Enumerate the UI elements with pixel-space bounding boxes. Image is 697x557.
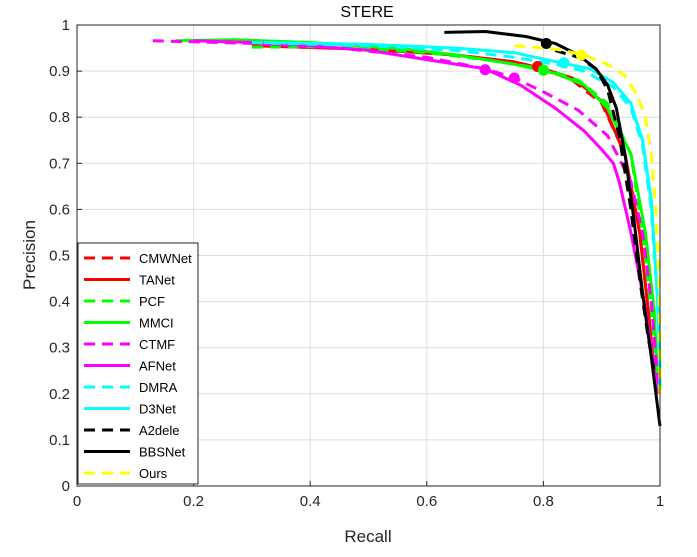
legend-label-tanet: TANet: [139, 273, 175, 288]
legend: CMWNet TANet PCF MMCI CTMF AFNet DMRA D3Net A2de…: [77, 242, 199, 485]
legend-label-afnet: AFNet: [139, 359, 176, 374]
y-tick-label: 0.1: [49, 432, 70, 449]
y-tick-label: 0.7: [49, 155, 70, 172]
legend-label-d3net: D3Net: [139, 402, 176, 417]
x-axis-title: Recall: [344, 527, 391, 546]
chart-title: STERE: [340, 4, 393, 21]
legend-label-bbsnet: BBSNet: [139, 445, 186, 460]
y-tick-label: 0.3: [49, 340, 70, 357]
legend-label-cmwnet: CMWNet: [139, 251, 192, 266]
y-tick-label: 0: [62, 478, 70, 495]
legend-label-dmra: DMRA: [139, 380, 178, 395]
curve-a2dele: [554, 48, 656, 372]
y-tick-label: 0.2: [49, 386, 70, 403]
curve-bbsnet: [444, 30, 662, 427]
x-tick-label: 0: [73, 493, 81, 510]
y-tick-label: 0.4: [49, 294, 70, 311]
legend-label-mmci: MMCI: [139, 316, 174, 331]
y-axis-ticks: 0 0.1 0.2 0.3 0.4 0.5 0.6 0.7 0.8 0.9 1: [49, 17, 82, 495]
legend-box: [77, 242, 199, 485]
legend-label-a2dele: A2dele: [139, 423, 179, 438]
marker-d3net: [558, 57, 570, 69]
y-axis-title: Precision: [20, 220, 39, 290]
marker-ours: [575, 49, 587, 61]
legend-label-ours: Ours: [139, 466, 168, 481]
x-axis-ticks: 0 0.2 0.4 0.6 0.8 1: [73, 481, 664, 510]
curves: [152, 30, 662, 427]
x-tick-label: 0.6: [416, 493, 437, 510]
curve-ours: [514, 44, 662, 394]
y-tick-label: 0.5: [49, 248, 70, 265]
legend-label-ctmf: CTMF: [139, 337, 175, 352]
legend-label-pcf: PCF: [139, 294, 165, 309]
x-tick-label: 0.8: [533, 493, 554, 510]
x-tick-label: 1: [656, 493, 664, 510]
marker-pcf: [537, 64, 549, 76]
y-tick-label: 1: [62, 17, 70, 34]
x-tick-label: 0.2: [183, 493, 204, 510]
markers: [479, 37, 587, 84]
y-tick-label: 0.8: [49, 109, 70, 126]
x-tick-label: 0.4: [300, 493, 321, 510]
marker-bbsnet: [540, 37, 552, 49]
y-tick-label: 0.9: [49, 63, 70, 80]
marker-ctmf: [508, 72, 520, 84]
y-tick-label: 0.6: [49, 201, 70, 218]
marker-afnet: [479, 64, 491, 76]
